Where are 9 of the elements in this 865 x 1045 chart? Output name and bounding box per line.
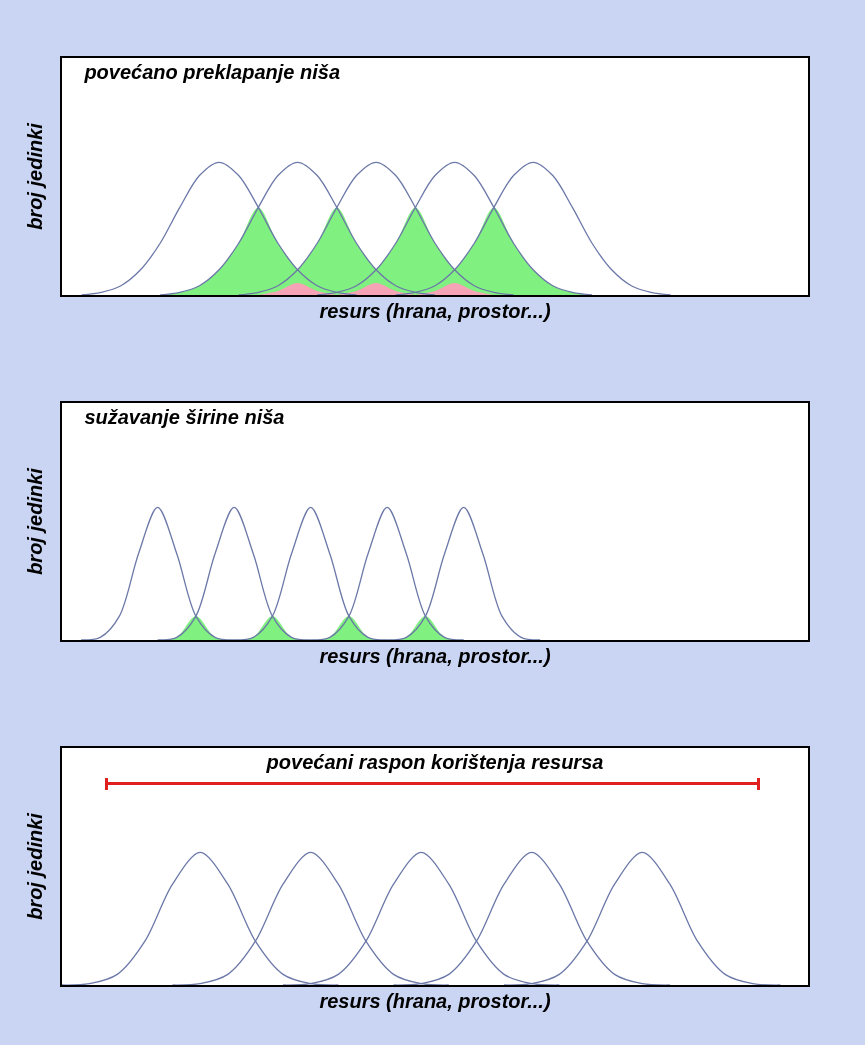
- chart-title: povećano preklapanje niša: [83, 61, 341, 84]
- y-axis-title: broj jedinki: [24, 122, 46, 230]
- x-axis-title: resurs (hrana, prostor...): [319, 645, 551, 667]
- chart-title: povećani raspon korištenja resursa: [265, 751, 604, 774]
- x-axis-title: resurs (hrana, prostor...): [319, 990, 551, 1012]
- chart-title: sužavanje širine niša: [84, 406, 285, 429]
- y-axis-title: broj jedinki: [24, 467, 46, 575]
- x-axis-title: resurs (hrana, prostor...): [319, 300, 551, 322]
- y-axis-title: broj jedinki: [24, 812, 46, 920]
